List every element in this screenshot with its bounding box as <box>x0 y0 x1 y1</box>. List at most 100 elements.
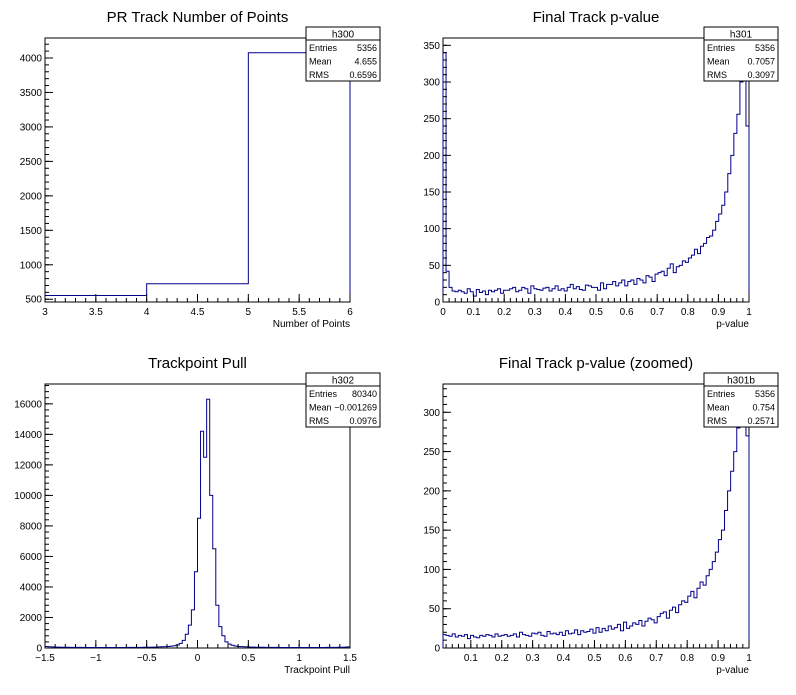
y-tick-label: 8000 <box>20 521 43 532</box>
x-tick-label: −0.5 <box>137 653 157 664</box>
x-tick-label: 0.5 <box>589 307 603 318</box>
x-tick-label: 0.7 <box>650 307 664 318</box>
x-tick-label: 1.5 <box>343 653 357 664</box>
stats-value: 5356 <box>755 389 775 399</box>
x-tick-label: 0.9 <box>711 653 725 664</box>
y-tick-label: 12000 <box>14 460 42 471</box>
stats-box <box>305 26 381 82</box>
stats-value: 4.655 <box>354 57 377 67</box>
y-tick-label: 4000 <box>20 582 43 593</box>
histogram-series <box>442 52 750 302</box>
x-tick-label: 1 <box>746 653 752 664</box>
y-tick-label: 3000 <box>20 122 43 133</box>
y-tick-label: 1000 <box>20 260 43 271</box>
x-tick-label: 0.8 <box>680 653 694 664</box>
x-tick-label: −1 <box>90 653 102 664</box>
stats-value: 0.754 <box>752 403 775 413</box>
stats-label: RMS <box>707 416 727 426</box>
stats-name: h302 <box>332 376 355 387</box>
y-tick-label: 200 <box>423 486 440 497</box>
stats-value: 5356 <box>357 43 377 53</box>
stats-value: 80340 <box>352 389 377 399</box>
y-tick-label: 100 <box>423 224 440 235</box>
x-tick-label: 0.2 <box>495 653 509 664</box>
x-tick-label: 0.8 <box>681 307 695 318</box>
y-tick-label: 350 <box>423 41 440 52</box>
y-tick-label: 10000 <box>14 491 42 502</box>
stats-value: 0.3097 <box>747 70 775 80</box>
x-tick-label: 0.3 <box>528 307 542 318</box>
x-tick-label: 0.5 <box>241 653 255 664</box>
x-axis-label: Trackpoint Pull <box>284 665 350 676</box>
x-tick-label: 1 <box>746 307 752 318</box>
stats-label: Entries <box>309 43 338 53</box>
stats-label: RMS <box>309 70 329 80</box>
y-tick-label: 300 <box>423 78 440 89</box>
stats-name: h301 <box>730 30 753 41</box>
y-tick-label: 150 <box>423 526 440 537</box>
x-tick-label: 0.4 <box>558 307 572 318</box>
y-tick-label: 0 <box>434 644 440 655</box>
stats-value: 0.7057 <box>747 57 775 67</box>
x-tick-label: 3 <box>42 307 48 318</box>
plot-frame <box>44 37 351 303</box>
stats-name: h300 <box>332 30 355 41</box>
stats-box <box>305 372 381 428</box>
stats-name: h301b <box>727 376 755 387</box>
histogram-series <box>44 52 351 302</box>
y-tick-label: 16000 <box>14 399 42 410</box>
plot-title: Final Track p-value <box>533 9 660 26</box>
stats-label: Entries <box>707 43 736 53</box>
plot-frame <box>442 37 750 303</box>
x-axis-label: p-value <box>716 319 749 330</box>
plot-frame <box>44 383 351 649</box>
y-tick-label: 250 <box>423 114 440 125</box>
y-tick-label: 150 <box>423 188 440 199</box>
y-tick-label: 2500 <box>20 157 43 168</box>
stats-value: 5356 <box>755 43 775 53</box>
x-tick-label: 0.9 <box>711 307 725 318</box>
y-tick-label: 2000 <box>20 613 43 624</box>
x-tick-label: 0.4 <box>557 653 571 664</box>
x-tick-label: 5.5 <box>292 307 306 318</box>
stats-value: 0.6596 <box>349 70 377 80</box>
stats-box <box>703 26 779 82</box>
x-tick-label: 4.5 <box>191 307 205 318</box>
stats-label: RMS <box>309 416 329 426</box>
x-tick-label: 0.1 <box>464 653 478 664</box>
y-tick-label: 4000 <box>20 53 43 64</box>
x-tick-label: 0 <box>440 307 446 318</box>
y-tick-label: 6000 <box>20 552 43 563</box>
y-tick-label: 250 <box>423 447 440 458</box>
stats-label: Entries <box>309 389 338 399</box>
y-tick-label: 500 <box>25 295 42 306</box>
plot-title: Trackpoint Pull <box>148 355 247 372</box>
x-tick-label: 0.7 <box>649 653 663 664</box>
stats-value: 0.2571 <box>747 416 775 426</box>
stats-label: Mean <box>707 57 730 67</box>
y-tick-label: 50 <box>429 604 441 615</box>
x-tick-label: 0 <box>195 653 201 664</box>
stats-value: −0.001269 <box>334 403 377 413</box>
y-tick-label: 0 <box>434 298 440 309</box>
x-tick-label: 5 <box>246 307 252 318</box>
y-tick-label: 2000 <box>20 191 43 202</box>
y-tick-label: 100 <box>423 565 440 576</box>
stats-label: Mean <box>707 403 730 413</box>
plot-title: Final Track p-value (zoomed) <box>499 355 693 372</box>
y-tick-label: 200 <box>423 151 440 162</box>
stats-value: 0.0976 <box>349 416 377 426</box>
x-tick-label: 0.3 <box>526 653 540 664</box>
plot-title: PR Track Number of Points <box>107 9 289 26</box>
histogram-series <box>44 398 351 649</box>
x-tick-label: 6 <box>347 307 353 318</box>
stats-label: RMS <box>707 70 727 80</box>
y-tick-label: 1500 <box>20 226 43 237</box>
y-tick-label: 50 <box>429 261 441 272</box>
y-tick-label: 0 <box>36 644 42 655</box>
x-tick-label: 4 <box>144 307 150 318</box>
y-tick-label: 14000 <box>14 430 42 441</box>
plot-frame <box>442 383 750 649</box>
